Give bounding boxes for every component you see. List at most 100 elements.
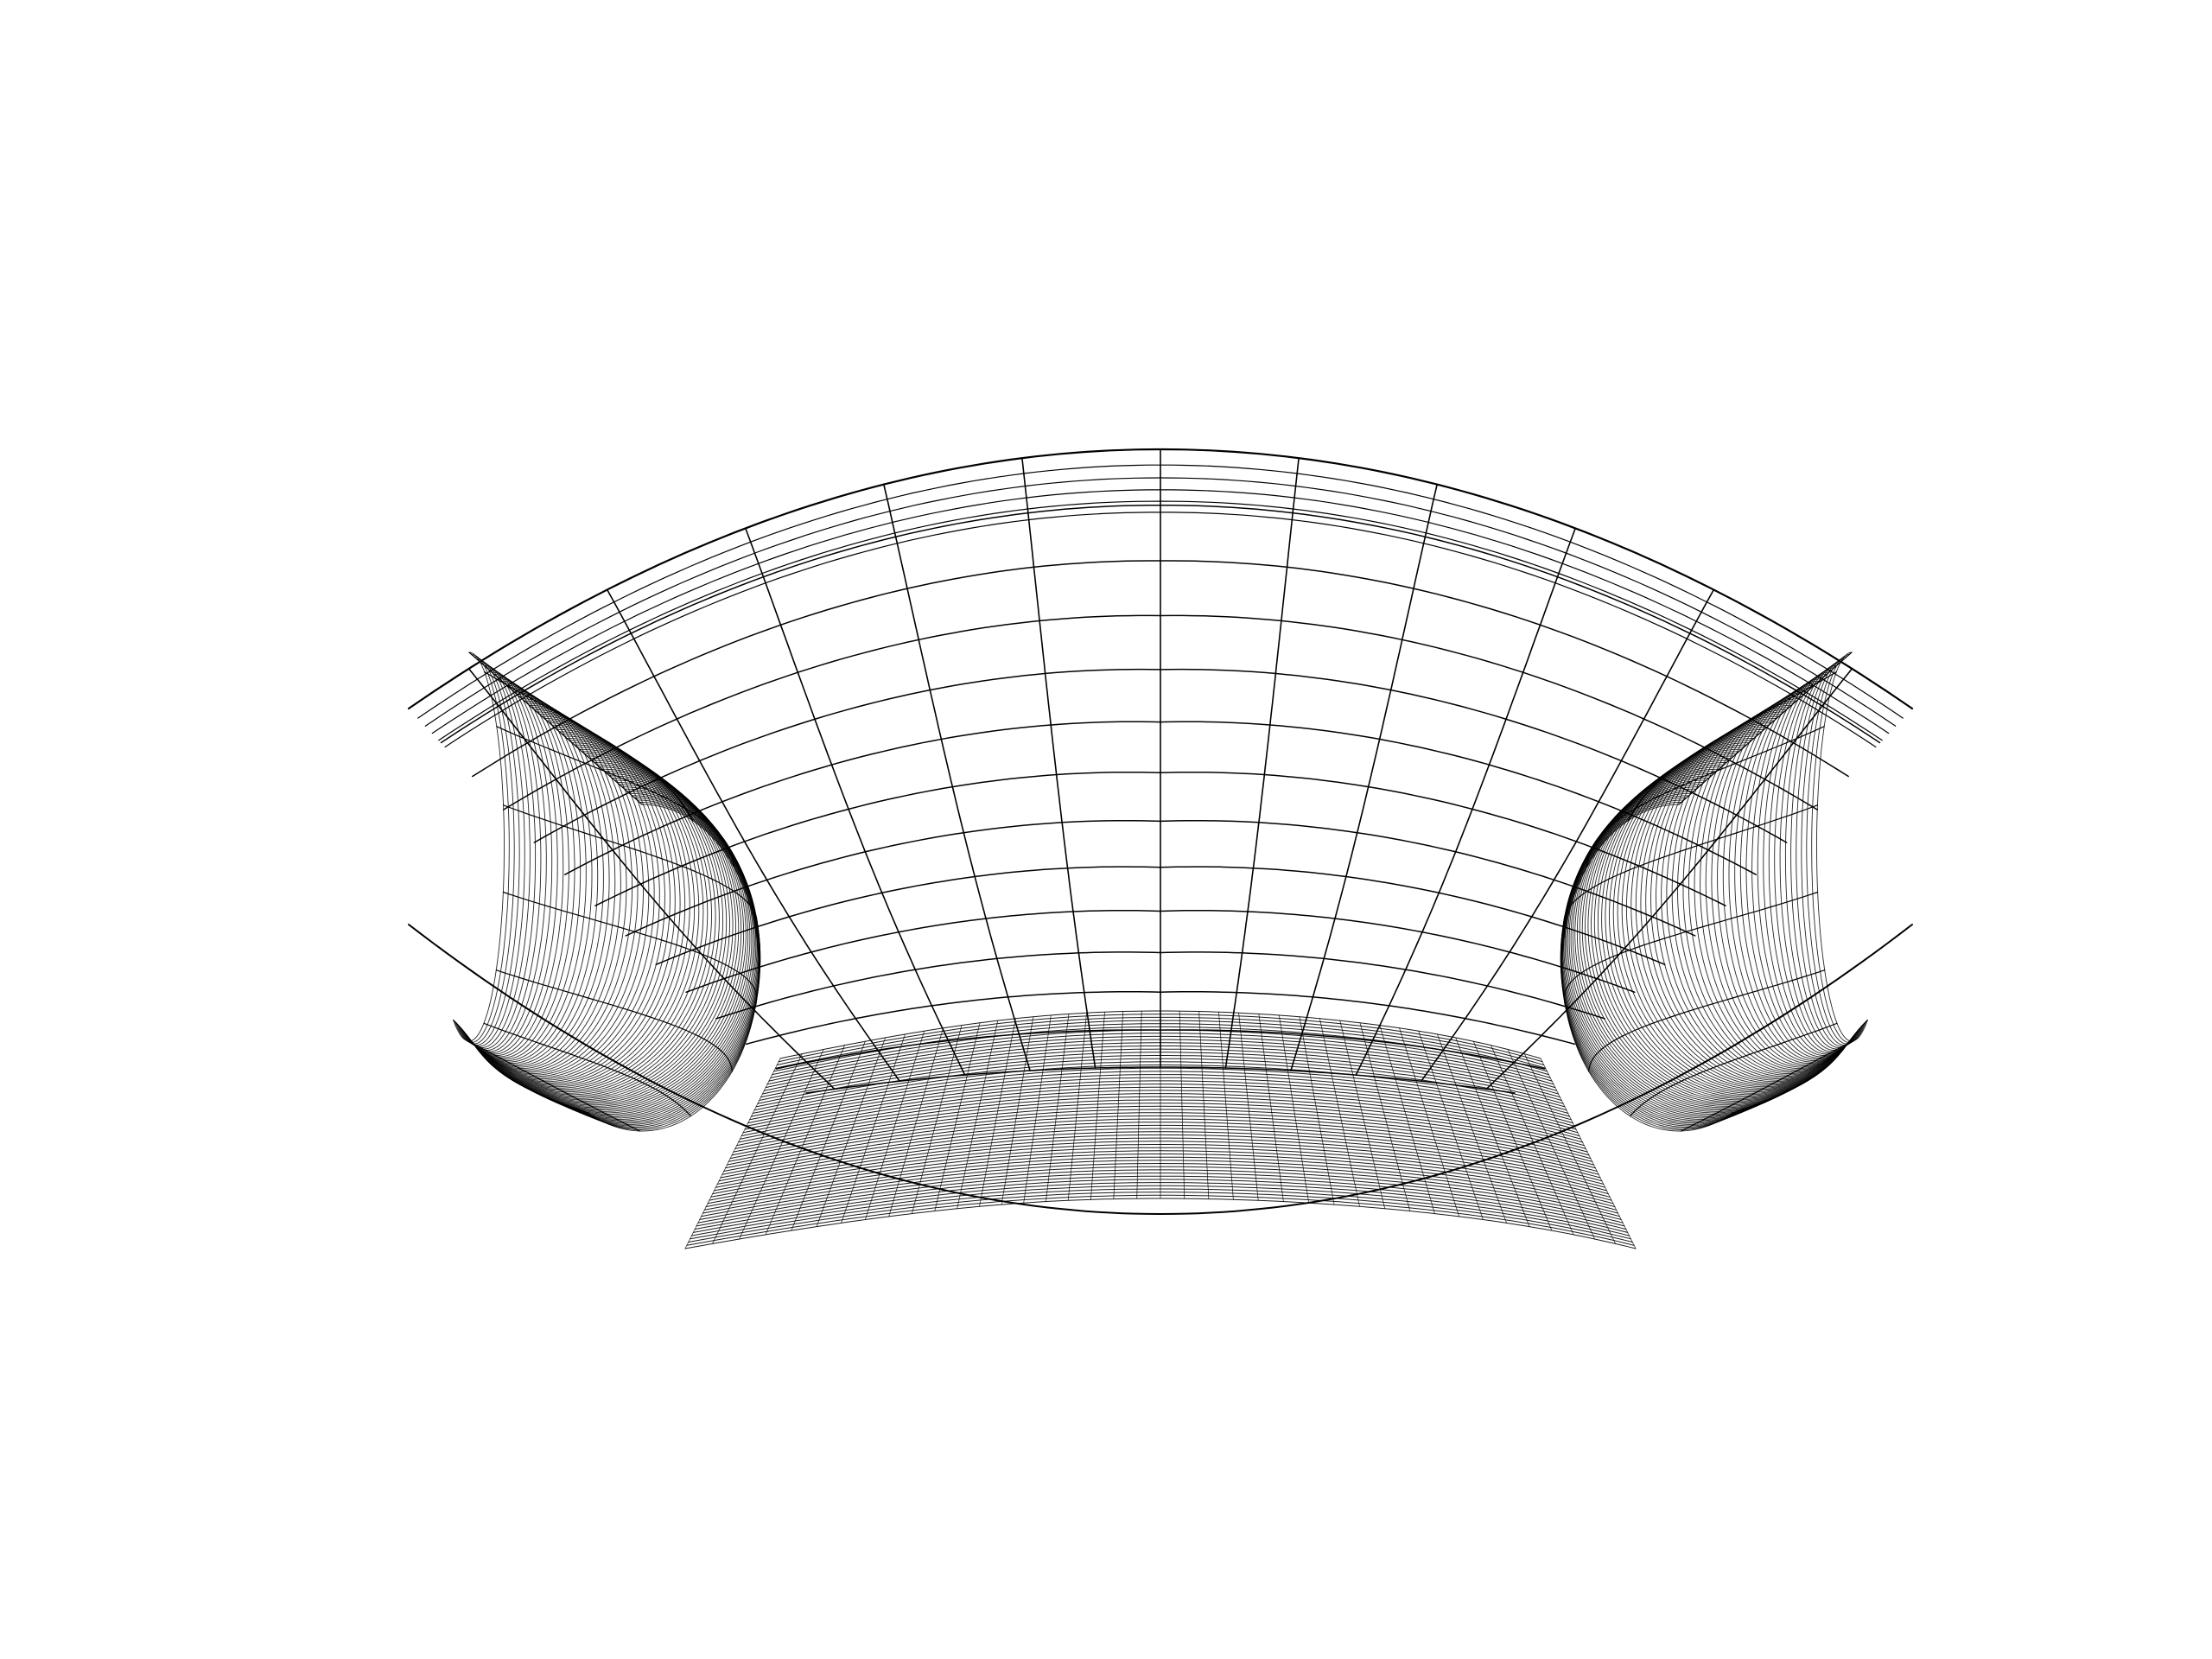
bottom-cross-line (1299, 1016, 1335, 1205)
side-cross-line (453, 1019, 590, 1114)
bottom-cross-line (1472, 1040, 1553, 1231)
bottom-cross-line (1379, 1025, 1435, 1214)
bottom-cross-line (816, 1037, 887, 1227)
side-lobe-grid (453, 652, 1868, 1132)
shell-meridian-line (1290, 483, 1438, 1071)
side-cross-line (1629, 1022, 1838, 1117)
side-cross-line (483, 1022, 692, 1117)
bottom-cross-line (1278, 1014, 1310, 1204)
side-band-line (1796, 660, 1863, 1047)
shell-parallel-line (472, 560, 1849, 778)
side-cross-line (484, 671, 694, 822)
lower-silhouette-outline (408, 924, 1913, 1215)
bottom-cross-line (957, 1020, 999, 1210)
top-rim-outline (407, 448, 1914, 710)
side-band-line (458, 660, 525, 1047)
bottom-cross-line (1090, 1011, 1105, 1200)
shell-parallel-line (715, 951, 1605, 1020)
bottom-band-grid (684, 1010, 1637, 1249)
side-cross-line (1563, 891, 1819, 1007)
side-cross-line (1678, 652, 1853, 805)
side-cross-line (1588, 969, 1826, 1072)
bottom-cross-line (1113, 1011, 1124, 1199)
shell-meridian-line (1485, 668, 1853, 1090)
bottom-cross-line (1023, 1014, 1052, 1204)
bottom-cross-line (684, 1058, 781, 1249)
shell-parallel-line (533, 668, 1788, 843)
bottom-cross-line (1136, 1010, 1142, 1199)
bottom-cross-line (1540, 1058, 1637, 1249)
side-cross-line (467, 1040, 640, 1132)
bottom-cross-line (1046, 1014, 1070, 1202)
bottom-cross-line (1339, 1020, 1386, 1210)
bottom-cross-line (1319, 1018, 1360, 1207)
shell-outline (407, 448, 1914, 1215)
side-band-line (1801, 658, 1865, 1046)
shell-meridian-line (1421, 588, 1715, 1083)
bottom-cross-line (1001, 1016, 1034, 1205)
side-cross-line (1627, 671, 1837, 822)
side-cross-line (1586, 726, 1825, 868)
bottom-cross-line (765, 1045, 845, 1236)
bottom-cross-line (865, 1030, 925, 1220)
side-cross-line (496, 726, 734, 868)
bottom-cross-line (841, 1033, 906, 1224)
shell-parallel-line (625, 819, 1696, 937)
bottom-cross-line (1198, 1011, 1210, 1199)
side-band-line (1601, 742, 1817, 1096)
bottom-cross-line (1437, 1033, 1507, 1224)
shell-meridian-line (467, 668, 836, 1090)
shell-parallel-line (502, 614, 1819, 810)
side-band-line (456, 658, 520, 1046)
side-cross-line (468, 652, 643, 805)
shell-meridian-line (1355, 527, 1576, 1076)
bottom-cross-line (1359, 1022, 1411, 1211)
bottom-cross-line (739, 1049, 824, 1240)
bottom-cross-line (979, 1018, 1016, 1207)
shell-meridian-line (1224, 457, 1300, 1069)
side-cross-line (495, 969, 733, 1072)
shell-rim-line (424, 477, 1897, 727)
bottom-cross-line (1455, 1037, 1530, 1227)
shell-rim-line (438, 500, 1883, 741)
shell-parallel-line (594, 771, 1726, 906)
shell-rim-line (431, 489, 1890, 734)
shell-rim-line (417, 464, 1904, 719)
shell-meridian-line (745, 527, 966, 1076)
bottom-cross-line (1523, 1053, 1616, 1244)
side-band-line (1816, 652, 1868, 1042)
side-band-line (453, 652, 505, 1042)
bottom-cross-line (1179, 1010, 1185, 1199)
side-band-line (504, 742, 720, 1096)
side-band-line (502, 740, 716, 1094)
bottom-cross-line (712, 1053, 803, 1244)
side-band-line (1560, 786, 1763, 1122)
bottom-cross-line (888, 1027, 944, 1217)
side-band-line (558, 786, 760, 1122)
shell-parallel-line (564, 721, 1757, 875)
shell-meridian-line (606, 588, 900, 1083)
side-cross-line (1681, 1040, 1853, 1132)
shell-meridian-line (883, 483, 1031, 1071)
bottom-cross-line (1258, 1014, 1284, 1202)
side-band-line (569, 792, 761, 1125)
side-band-line (1605, 740, 1819, 1094)
bottom-cross-line (1218, 1011, 1234, 1200)
bottom-cross-line (1491, 1045, 1574, 1236)
bottom-cross-line (1507, 1049, 1595, 1240)
shell-meridian-line (1021, 457, 1096, 1069)
shell-rim-line (444, 512, 1877, 748)
shell-parallel-line (685, 910, 1636, 994)
bottom-cross-line (791, 1040, 866, 1231)
bottom-cross-line (1418, 1030, 1484, 1220)
side-band-line (1560, 792, 1751, 1125)
shell-parallel-line (440, 505, 1881, 744)
shell-parallel-line (655, 866, 1666, 966)
bottom-cross-line (1238, 1012, 1259, 1201)
shell-parallel-line (745, 991, 1576, 1046)
bottom-cross-line (1067, 1012, 1087, 1201)
bottom-cross-line (1399, 1027, 1460, 1217)
bottom-cross-line (912, 1025, 963, 1214)
